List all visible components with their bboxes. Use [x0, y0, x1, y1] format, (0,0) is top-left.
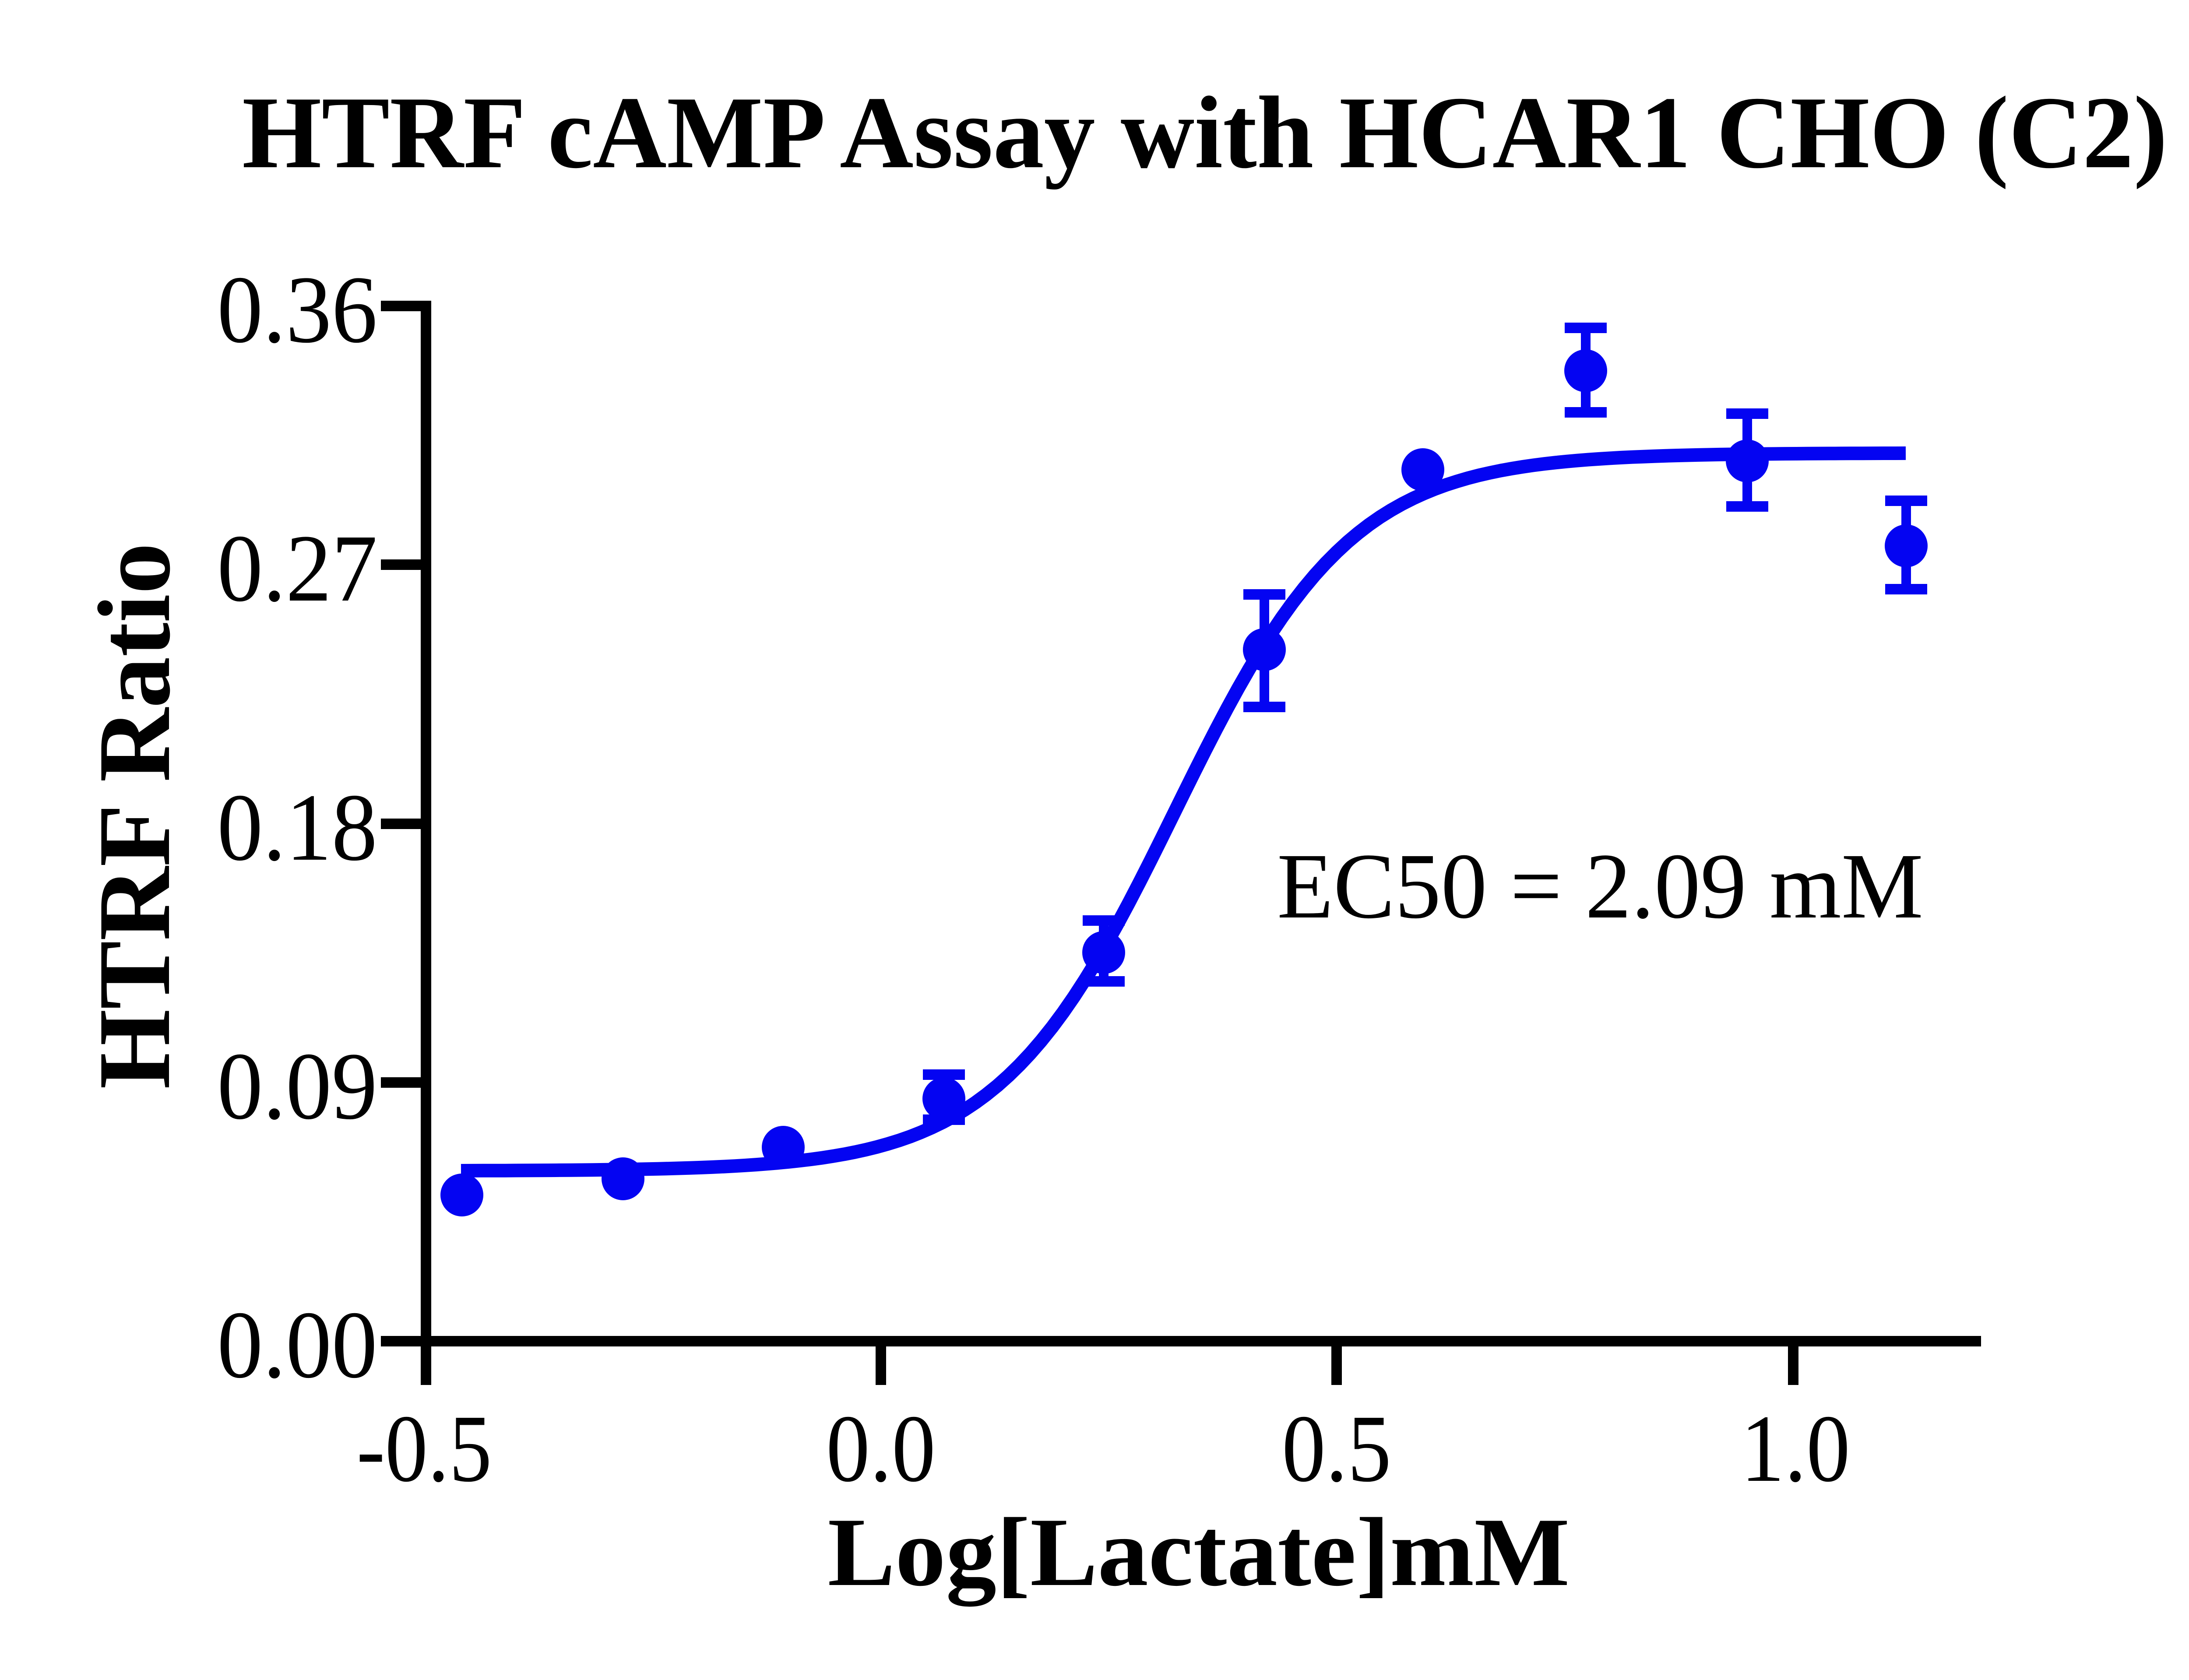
svg-text:0.36: 0.36 [217, 256, 377, 363]
svg-text:0.27: 0.27 [217, 515, 377, 622]
svg-text:0.09: 0.09 [217, 1033, 377, 1139]
svg-text:0.0: 0.0 [826, 1395, 936, 1502]
svg-text:HTRF cAMP Assay with HCAR1 CHO: HTRF cAMP Assay with HCAR1 CHO (C2) [242, 76, 2168, 190]
svg-text:EC50 = 2.09 mM: EC50 = 2.09 mM [1277, 834, 1923, 938]
svg-text:0.5: 0.5 [1282, 1395, 1391, 1502]
svg-text:Log[Lactate]mM: Log[Lactate]mM [828, 1498, 1570, 1607]
svg-text:0.18: 0.18 [217, 774, 377, 881]
svg-text:0.00: 0.00 [217, 1291, 377, 1398]
svg-text:-0.5: -0.5 [357, 1395, 492, 1502]
svg-text:1.0: 1.0 [1741, 1395, 1850, 1502]
svg-text:HTRF Ratio: HTRF Ratio [77, 543, 192, 1089]
